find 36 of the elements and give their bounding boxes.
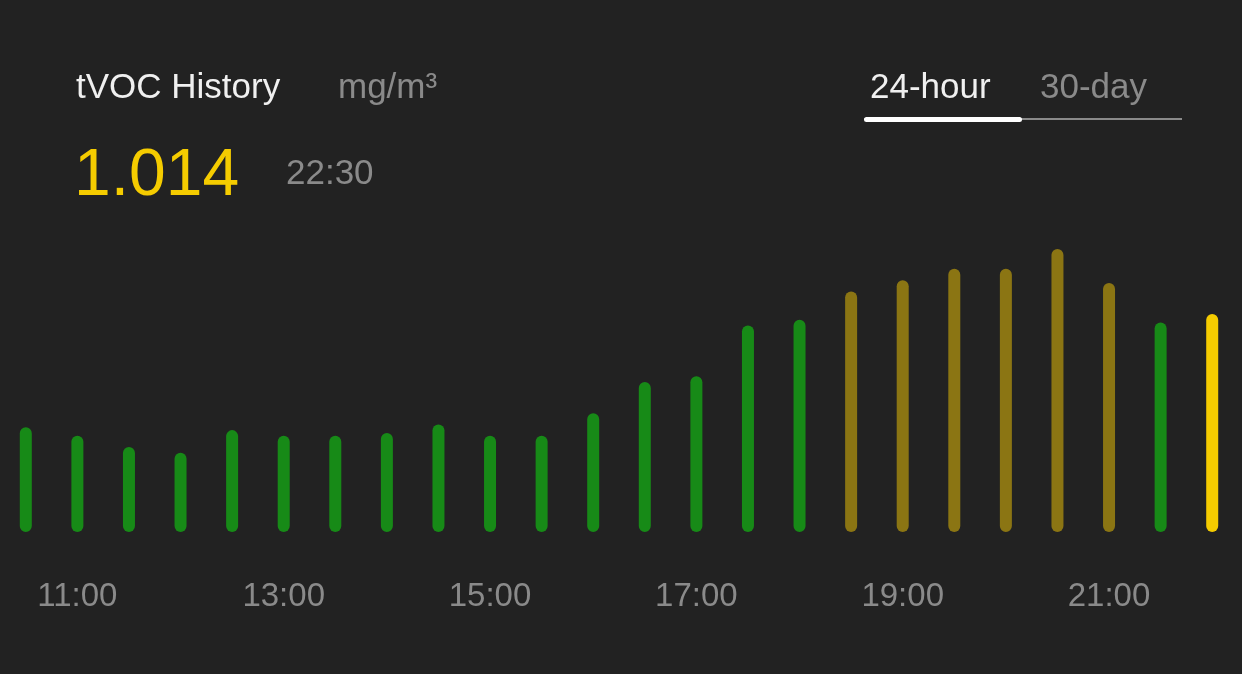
bar: [329, 435, 342, 532]
bar: [1154, 322, 1167, 532]
x-tick-label: 11:00: [37, 576, 118, 613]
bar: [174, 452, 187, 532]
chart-subtitle: mg/m³: [338, 66, 438, 106]
bar: [19, 427, 32, 532]
bar: [535, 435, 548, 532]
bar: [432, 424, 445, 532]
bar: [277, 435, 290, 532]
x-tick-label: 13:00: [242, 576, 326, 613]
bar: [587, 413, 600, 532]
bar: [226, 430, 239, 532]
bar: [948, 268, 961, 532]
text: 30-day: [1040, 66, 1148, 106]
bar: [690, 376, 703, 532]
bar: [380, 432, 393, 532]
x-tick-label: 19:00: [861, 576, 945, 613]
bar: [1103, 282, 1116, 532]
bar: [896, 280, 909, 532]
x-tick-label: 17:00: [655, 576, 738, 613]
bar: [638, 382, 651, 532]
text: 22:30: [286, 152, 374, 192]
bar: [122, 447, 135, 532]
bar: [484, 435, 497, 532]
bar: [741, 325, 754, 532]
bar: [999, 268, 1012, 532]
bar: [71, 435, 84, 532]
bar: [845, 291, 858, 532]
text: 24-hour: [870, 66, 991, 106]
x-tick-label: 21:00: [1067, 576, 1151, 613]
text: 1.014: [74, 134, 240, 210]
bar: [1051, 249, 1064, 532]
bar: [793, 319, 806, 532]
chart-title: tVOC History: [76, 66, 281, 106]
bar: [1206, 314, 1219, 532]
x-tick-label: 15:00: [448, 576, 532, 613]
